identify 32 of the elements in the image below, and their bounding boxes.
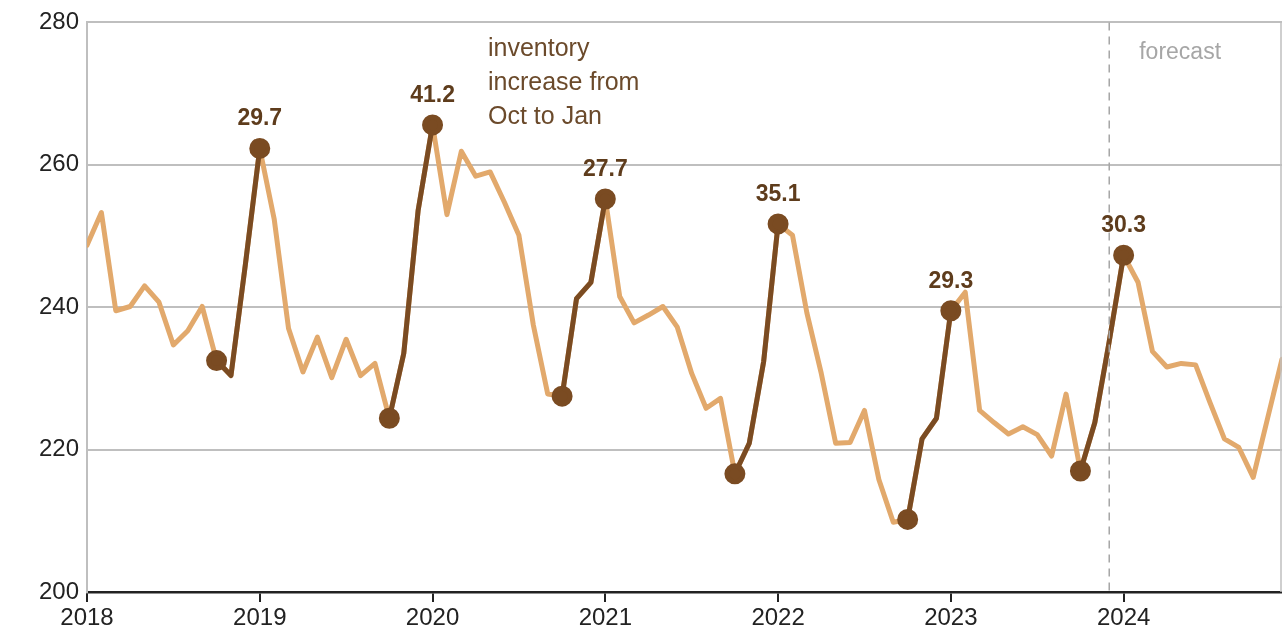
point: [1113, 244, 1135, 266]
y-tick-label: 200: [38, 576, 79, 604]
y-tick-label: 280: [38, 7, 79, 35]
annotation: 27.7: [582, 154, 628, 181]
x-tick-label: 2024: [1096, 603, 1151, 631]
annotation: 29.3: [928, 266, 974, 293]
x-tick-label: 2023: [924, 603, 978, 631]
point: [940, 300, 962, 322]
point: [767, 213, 789, 235]
point: [551, 385, 573, 407]
x-tick-label: 2022: [751, 603, 805, 631]
point: [724, 463, 746, 485]
x-tick-label: 2021: [578, 603, 633, 631]
annotation: 29.7: [237, 104, 283, 131]
point: [206, 350, 228, 372]
x-tick-label: 2019: [233, 603, 287, 631]
point: [249, 137, 271, 159]
point: [422, 114, 444, 136]
annotation: 41.2: [410, 80, 455, 107]
point: [378, 407, 400, 429]
y-tick-label: 240: [38, 291, 79, 319]
annotation: 30.3: [1101, 211, 1147, 238]
y-tick-label: 220: [38, 434, 79, 462]
annotation: 35.1: [755, 179, 801, 206]
annotation: inventory increase from Oct to Jan: [488, 32, 640, 129]
point: [1069, 460, 1091, 482]
y-tick-label: 260: [38, 149, 79, 177]
ref-line-label: forecast: [1139, 37, 1222, 64]
x-tick-label: 2018: [60, 603, 114, 631]
x-tick-label: 2020: [405, 603, 460, 631]
point: [897, 508, 919, 530]
point: [594, 188, 616, 210]
